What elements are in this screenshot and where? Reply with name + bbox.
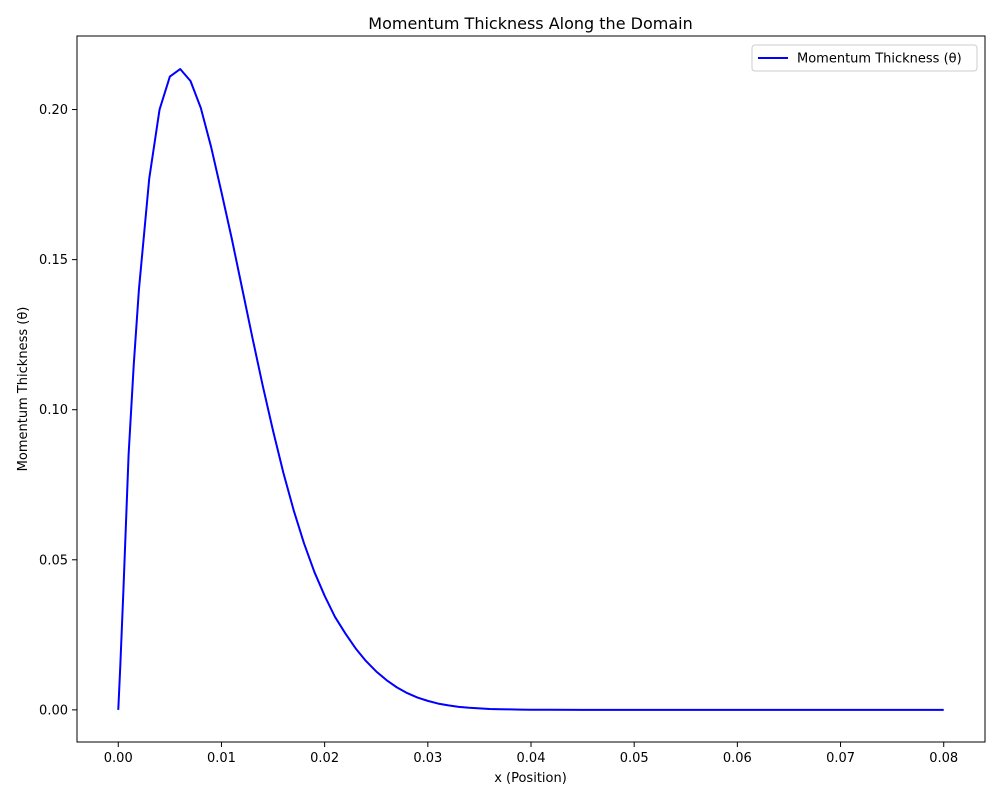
x-tick-label: 0.08 <box>929 751 958 766</box>
y-axis-label: Momentum Thickness (θ) <box>16 307 31 472</box>
plot-area <box>117 68 944 711</box>
y-tick-label: 0.10 <box>39 403 68 418</box>
y-tick-label: 0.00 <box>39 703 68 718</box>
x-tick-label: 0.05 <box>620 751 649 766</box>
y-axis: 0.00 0.05 0.10 0.15 0.20 <box>39 103 77 718</box>
x-tick-label: 0.04 <box>517 751 546 766</box>
y-tick-label: 0.20 <box>39 103 68 118</box>
x-axis-label: x (Position) <box>494 771 567 786</box>
chart-title: Momentum Thickness Along the Domain <box>368 14 692 33</box>
x-tick-label: 0.03 <box>413 751 442 766</box>
x-tick-label: 0.01 <box>207 751 236 766</box>
legend-label: Momentum Thickness (θ) <box>797 52 962 67</box>
x-tick-label: 0.07 <box>826 751 855 766</box>
legend-box <box>751 44 978 72</box>
y-tick-label: 0.15 <box>39 253 68 268</box>
legend: Momentum Thickness (θ) <box>751 44 978 72</box>
x-tick-label: 0.06 <box>723 751 752 766</box>
x-tick-label: 0.02 <box>310 751 339 766</box>
y-tick-label: 0.05 <box>39 553 68 568</box>
x-tick-label: 0.00 <box>104 751 133 766</box>
x-axis: 0.00 0.01 0.02 0.03 0.04 0.05 0.06 0.07 0.08 <box>104 742 958 766</box>
